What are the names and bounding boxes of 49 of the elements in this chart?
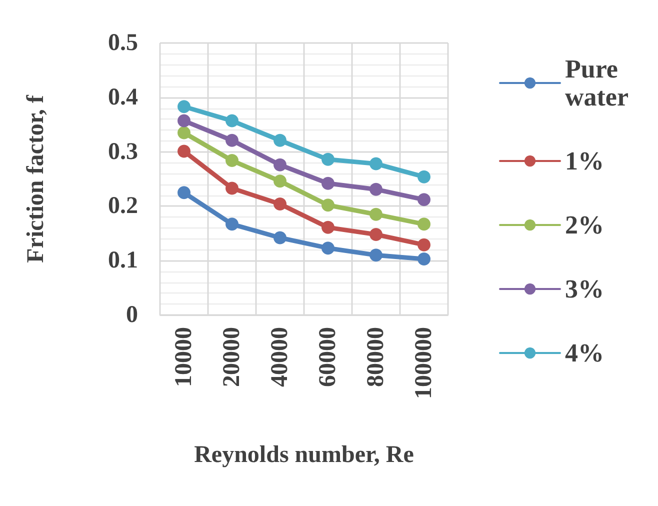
x-tick-label: 80000 <box>363 327 389 387</box>
y-tick-label: 0.5 <box>108 30 138 56</box>
legend-label: 3% <box>565 274 604 304</box>
point <box>322 198 334 212</box>
point <box>370 228 382 241</box>
point <box>418 193 430 206</box>
x-axis-title: Reynolds number, Re <box>194 442 414 468</box>
point <box>274 134 286 147</box>
y-tick-label: 0 <box>126 302 138 328</box>
point <box>226 182 238 195</box>
point <box>226 154 238 167</box>
point <box>322 152 334 166</box>
point <box>418 252 430 266</box>
point <box>370 157 382 170</box>
y-tick-label: 0.4 <box>108 84 138 110</box>
point <box>274 158 286 172</box>
point <box>418 218 430 231</box>
y-tick-label: 0.1 <box>108 248 138 274</box>
y-axis-title: Friction factor, f <box>23 94 49 263</box>
point <box>370 248 382 262</box>
point <box>178 186 190 200</box>
legend-label: 2% <box>565 210 604 240</box>
x-tick-label: 20000 <box>219 327 245 387</box>
legend-label: 1% <box>565 146 604 176</box>
point <box>274 231 286 244</box>
x-tick-label: 10000 <box>171 327 197 387</box>
y-tick-label: 0.3 <box>108 138 138 165</box>
point <box>418 238 430 252</box>
point <box>322 242 334 255</box>
point <box>418 170 430 184</box>
point <box>322 176 334 190</box>
point <box>178 114 190 128</box>
x-tick-label: 100000 <box>411 327 437 399</box>
point <box>274 174 286 188</box>
point <box>370 182 382 196</box>
legend-label: 4% <box>565 338 604 368</box>
point <box>226 218 238 231</box>
point <box>226 134 238 147</box>
point <box>370 208 382 221</box>
legend-label: Pure water <box>565 54 629 112</box>
point <box>178 126 190 140</box>
x-tick-label: 60000 <box>315 327 341 387</box>
point <box>178 144 190 158</box>
point <box>226 114 238 128</box>
point <box>322 220 334 234</box>
point <box>274 198 286 211</box>
y-tick-label: 0.2 <box>108 193 138 220</box>
x-tick-label: 40000 <box>267 327 293 387</box>
point <box>178 100 190 114</box>
